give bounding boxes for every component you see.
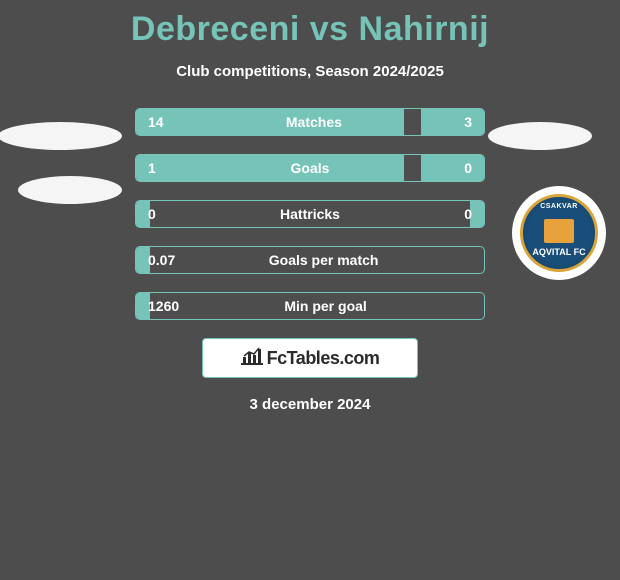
club-badge: CSAKVAR AQVITAL FC [512, 186, 606, 280]
stat-label: Min per goal [179, 298, 472, 314]
badge-top-text: CSAKVAR [540, 203, 578, 210]
page-title: Debreceni vs Nahirnij [0, 0, 620, 49]
stat-label: Goals [156, 160, 464, 176]
stat-row: 14Matches3 [135, 108, 485, 136]
side-ellipse [488, 122, 592, 150]
value-right: 3 [464, 114, 484, 130]
stat-rows: 14Matches31Goals00Hattricks00.07Goals pe… [135, 108, 485, 320]
chart-icon [241, 347, 263, 370]
date-label: 3 december 2024 [0, 396, 620, 413]
value-left: 0 [136, 206, 156, 222]
side-ellipse [18, 176, 122, 204]
value-right: 0 [464, 206, 484, 222]
brand-name: FcTables.com [267, 348, 380, 369]
stat-row: 0.07Goals per match [135, 246, 485, 274]
stat-row: 1260Min per goal [135, 292, 485, 320]
value-left: 1 [136, 160, 156, 176]
value-left: 0.07 [136, 252, 175, 268]
badge-center-shape [544, 219, 574, 243]
subtitle: Club competitions, Season 2024/2025 [0, 63, 620, 80]
stat-row: 0Hattricks0 [135, 200, 485, 228]
brand-box: FcTables.com [202, 338, 418, 378]
value-right: 0 [464, 160, 484, 176]
stat-label: Hattricks [156, 206, 464, 222]
stat-label: Goals per match [175, 252, 472, 268]
value-left: 14 [136, 114, 164, 130]
stat-label: Matches [164, 114, 465, 130]
value-left: 1260 [136, 298, 179, 314]
stat-row: 1Goals0 [135, 154, 485, 182]
badge-main-text: AQVITAL FC [532, 247, 585, 257]
side-ellipse [0, 122, 122, 150]
